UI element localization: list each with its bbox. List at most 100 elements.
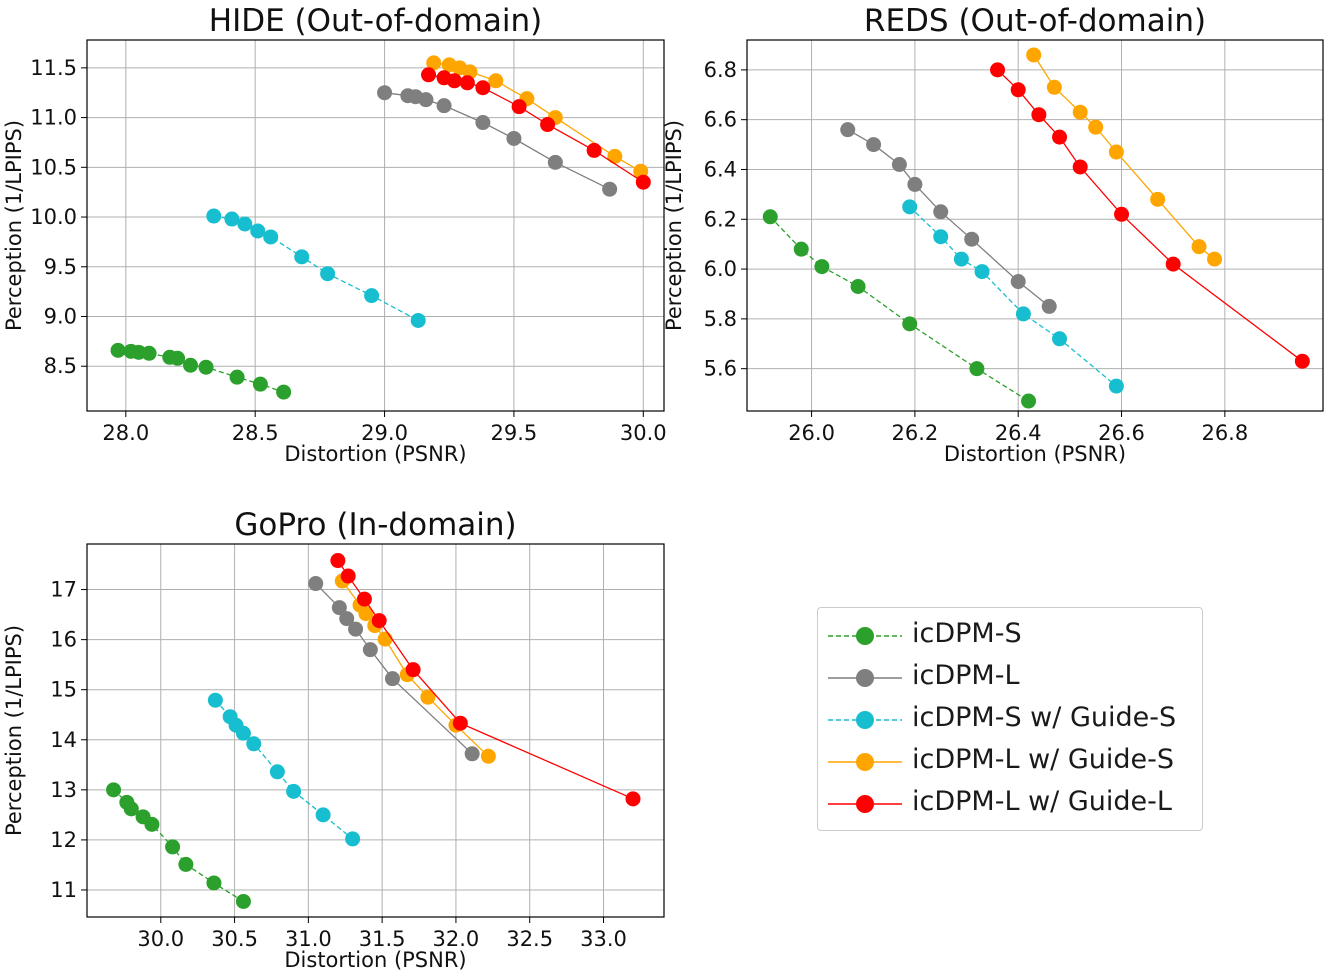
data-point: [446, 73, 462, 89]
axes-frame: [746, 39, 1324, 412]
data-point: [384, 671, 400, 687]
series-line: [213, 215, 419, 322]
data-point: [1026, 47, 1042, 63]
axes-frame: [86, 39, 665, 412]
data-point: [206, 208, 222, 224]
axes-frame: [86, 543, 665, 918]
data-point: [1088, 119, 1104, 135]
data-point: [974, 264, 990, 280]
data-point: [1150, 191, 1166, 207]
y-tick-label: 9.0: [44, 305, 77, 329]
data-point: [990, 62, 1006, 78]
legend-label-icdpm-s-guide-s: icDPM-S w/ Guide-S: [912, 702, 1177, 733]
legend-marker-icdpm-s: [828, 627, 902, 645]
series-icdpm-s: [110, 342, 292, 400]
series-icdpm-l-w-guide-s: [1026, 47, 1223, 267]
data-point: [436, 98, 452, 114]
data-point: [607, 148, 623, 164]
data-point: [418, 92, 434, 108]
data-point: [348, 621, 364, 637]
data-point: [1207, 251, 1223, 267]
data-point: [235, 893, 251, 909]
data-point: [1108, 144, 1124, 160]
data-point: [840, 122, 856, 138]
data-point: [933, 204, 949, 220]
y-tick-label: 12: [50, 828, 77, 852]
data-point: [377, 85, 393, 101]
data-point: [1031, 107, 1047, 123]
legend-label-icdpm-s: icDPM-S: [912, 618, 1022, 649]
data-point: [1010, 274, 1026, 290]
data-point: [902, 199, 918, 215]
data-point: [207, 692, 223, 708]
data-point: [182, 357, 198, 373]
data-point: [511, 99, 527, 115]
chart-title: REDS (Out-of-domain): [864, 3, 1206, 39]
y-tick-label: 6.4: [704, 157, 737, 181]
data-point: [547, 154, 563, 170]
data-point: [452, 715, 468, 731]
x-tick-label: 28.0: [102, 421, 149, 445]
y-tick-label: 5.8: [704, 307, 737, 331]
series-line: [769, 216, 1029, 402]
data-point: [235, 725, 251, 741]
y-tick-label: 6.8: [704, 58, 737, 82]
y-tick-label: 9.5: [44, 255, 77, 279]
legend-marker-icdpm-l: [828, 669, 902, 687]
x-tick-label: 33.0: [580, 927, 627, 951]
legend-marker-icdpm-l-guide-l: [828, 795, 902, 813]
legend-label-icdpm-l-guide-s: icDPM-L w/ Guide-S: [912, 744, 1175, 775]
data-point: [1108, 378, 1124, 394]
data-point: [371, 613, 387, 629]
series-icdpm-l-w-guide-l: [990, 62, 1310, 369]
data-point: [1046, 79, 1062, 95]
data-point: [237, 216, 253, 232]
series-icdpm-s-w-guide-s: [206, 208, 426, 328]
data-point: [602, 181, 618, 197]
y-tick-label: 6.0: [704, 257, 737, 281]
y-tick-label: 16: [50, 628, 77, 652]
y-tick-label: 15: [50, 678, 77, 702]
data-point: [286, 783, 302, 799]
legend-item-icdpm-s-guide-s: icDPM-S w/ Guide-S: [818, 698, 1202, 738]
data-point: [250, 223, 266, 239]
data-point: [340, 568, 356, 584]
data-point: [1041, 298, 1057, 314]
data-point: [902, 316, 918, 332]
y-tick-label: 5.6: [704, 357, 737, 381]
y-tick-label: 10.5: [30, 155, 77, 179]
x-tick-label: 26.8: [1201, 421, 1248, 445]
data-point: [320, 266, 336, 282]
data-point: [1294, 353, 1310, 369]
data-point: [110, 342, 126, 358]
series-icdpm-s: [762, 209, 1037, 409]
y-axis-label: Perception (1/LPIPS): [662, 120, 686, 331]
series-icdpm-s: [106, 782, 251, 909]
data-point: [1191, 239, 1207, 255]
chart-title: GoPro (In-domain): [234, 507, 516, 543]
data-point: [1052, 129, 1068, 145]
data-point: [964, 231, 980, 247]
data-point: [269, 764, 285, 780]
y-tick-label: 11.0: [30, 106, 77, 130]
data-point: [420, 689, 436, 705]
data-point: [475, 115, 491, 131]
series-line: [428, 74, 644, 183]
y-axis-label: Perception (1/LPIPS): [2, 625, 26, 836]
y-tick-label: 13: [50, 778, 77, 802]
data-point: [1072, 104, 1088, 120]
series-icdpm-l: [377, 85, 618, 197]
legend-item-icdpm-l: icDPM-L: [818, 656, 1202, 696]
data-point: [246, 736, 262, 752]
data-point: [315, 807, 331, 823]
data-point: [635, 174, 651, 190]
data-point: [891, 156, 907, 172]
data-point: [198, 359, 214, 375]
data-point: [762, 209, 778, 225]
legend-label-icdpm-l-guide-l: icDPM-L w/ Guide-L: [912, 786, 1172, 817]
data-point: [165, 839, 181, 855]
series-icdpm-l-w-guide-l: [330, 553, 641, 807]
data-point: [178, 856, 194, 872]
data-point: [345, 831, 361, 847]
series-icdpm-s-w-guide-s: [207, 692, 361, 847]
